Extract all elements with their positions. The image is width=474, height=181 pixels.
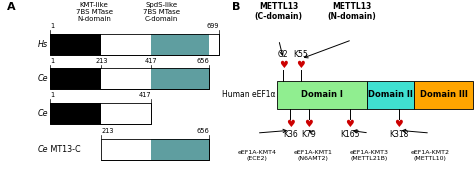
- Text: Domain II: Domain II: [368, 90, 413, 99]
- Text: METL-13: METL-13: [48, 74, 84, 83]
- Text: 699: 699: [207, 23, 219, 29]
- Text: Domain III: Domain III: [419, 90, 467, 99]
- Text: ♥: ♥: [286, 119, 294, 129]
- Text: 656: 656: [196, 58, 209, 64]
- Text: MT13-N: MT13-N: [48, 109, 81, 118]
- Text: eEF1A-KMT2
(METTL10): eEF1A-KMT2 (METTL10): [410, 150, 449, 161]
- Text: Ce: Ce: [37, 109, 48, 118]
- Text: ♥: ♥: [297, 60, 305, 70]
- Text: B: B: [232, 2, 241, 12]
- Bar: [367, 81, 414, 109]
- Bar: [101, 139, 209, 160]
- Text: eEF1A-KMT4
(ECE2): eEF1A-KMT4 (ECE2): [237, 150, 276, 161]
- Bar: [101, 34, 151, 55]
- Text: K318: K318: [389, 130, 408, 139]
- Text: KMT-like
7BS MTase
N-domain: KMT-like 7BS MTase N-domain: [76, 2, 113, 22]
- Text: ♥: ♥: [346, 119, 354, 129]
- Bar: [50, 34, 101, 55]
- Bar: [50, 68, 209, 89]
- Text: 1: 1: [50, 58, 54, 64]
- Text: 213: 213: [101, 128, 114, 134]
- Text: 656: 656: [196, 128, 209, 134]
- Bar: [414, 81, 473, 109]
- Bar: [50, 68, 101, 89]
- Text: Hs: Hs: [38, 40, 48, 49]
- Text: ♥: ♥: [304, 119, 313, 129]
- Text: Domain I: Domain I: [301, 90, 343, 99]
- Bar: [50, 34, 219, 55]
- Text: Ce: Ce: [37, 145, 48, 154]
- Bar: [151, 68, 209, 89]
- Text: eEF1A-KMT3
(METTL21B): eEF1A-KMT3 (METTL21B): [349, 150, 389, 161]
- Text: eEF1A-KMT1
(N6AMT2): eEF1A-KMT1 (N6AMT2): [293, 150, 332, 161]
- Text: Human eEF1α: Human eEF1α: [221, 90, 275, 99]
- Text: METTL13
(C-domain): METTL13 (C-domain): [255, 2, 303, 21]
- Bar: [50, 68, 209, 89]
- Text: MT13-C: MT13-C: [48, 145, 81, 154]
- Text: METTL13: METTL13: [48, 40, 86, 49]
- Bar: [151, 34, 209, 55]
- Bar: [277, 81, 367, 109]
- Text: G2: G2: [278, 50, 289, 59]
- Text: 1: 1: [50, 92, 54, 98]
- Text: METTL13
(N-domain): METTL13 (N-domain): [328, 2, 376, 21]
- Bar: [101, 68, 151, 89]
- Text: ♥: ♥: [279, 60, 288, 70]
- Text: K55: K55: [293, 50, 308, 59]
- Bar: [50, 34, 219, 55]
- Text: Ce: Ce: [37, 74, 48, 83]
- Text: K36: K36: [283, 130, 298, 139]
- Bar: [50, 103, 151, 123]
- Text: ♥: ♥: [394, 119, 403, 129]
- Text: 1: 1: [50, 23, 54, 29]
- Text: K79: K79: [301, 130, 316, 139]
- Bar: [101, 139, 151, 160]
- Bar: [50, 103, 151, 123]
- Text: 417: 417: [145, 58, 157, 64]
- Bar: [209, 34, 219, 55]
- Bar: [101, 103, 151, 123]
- Text: A: A: [7, 2, 16, 12]
- Bar: [101, 139, 209, 160]
- Text: 417: 417: [138, 92, 151, 98]
- Text: 213: 213: [95, 58, 108, 64]
- Text: K165: K165: [340, 130, 359, 139]
- Text: SpdS-like
7BS MTase
C-domain: SpdS-like 7BS MTase C-domain: [143, 2, 180, 22]
- Bar: [50, 103, 101, 123]
- Bar: [151, 139, 209, 160]
